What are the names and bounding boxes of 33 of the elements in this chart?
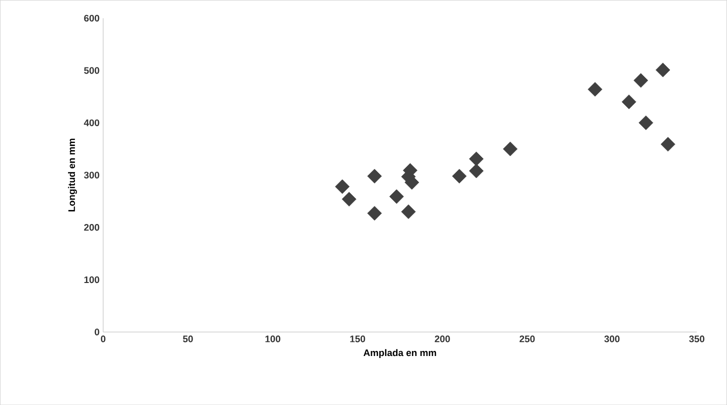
point [335,179,350,194]
x-tick-label: 100 [265,335,280,342]
point [367,168,382,184]
x-tick-label: 50 [182,335,193,342]
x-axis-title: Amplada en mm [364,349,436,358]
y-tick-label: 200 [84,224,100,231]
y-tick-label: 600 [84,14,100,22]
point [656,62,670,78]
x-tick-label: 250 [520,335,535,342]
point [469,164,484,178]
y-tick-label: 0 [94,328,100,336]
y-tick-label: 500 [84,67,100,74]
point [342,192,356,206]
point [502,142,518,156]
y-tick-label: 400 [84,119,100,126]
point [622,94,636,110]
point [389,189,404,204]
x-tick-label: 0 [100,335,106,342]
x-tick-label: 150 [350,335,366,342]
point [452,168,467,184]
y-tick-label: 100 [84,276,100,283]
y-axis-title: Longitud en mm [68,138,77,212]
point [634,73,648,88]
point [588,82,602,97]
point [401,204,416,219]
point [469,152,484,166]
point [367,206,382,220]
y-tick-label: 300 [84,172,100,178]
point [660,136,676,152]
point [638,115,654,130]
x-tick-label: 300 [604,335,620,342]
x-tick-label: 350 [689,335,704,342]
x-tick-label: 200 [434,335,450,342]
